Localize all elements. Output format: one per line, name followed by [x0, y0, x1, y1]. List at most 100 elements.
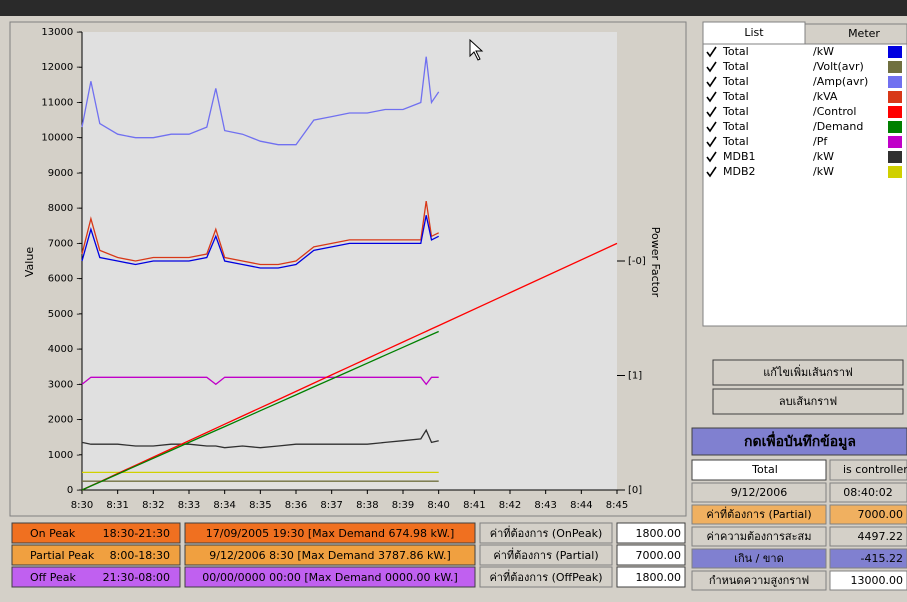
- delete-button[interactable]: [712, 388, 904, 415]
- y-tick-label: 0 -: [67, 485, 81, 496]
- x-tick-label: 8:30: [71, 500, 93, 511]
- target-value: 1800.00: [636, 527, 682, 540]
- tab-label: List: [744, 26, 764, 39]
- status-value-box: [829, 526, 907, 547]
- legend-swatch: [888, 76, 902, 88]
- legend-name: Total: [722, 75, 749, 88]
- status-value: 4497.22: [858, 530, 904, 543]
- target-label-box: [479, 566, 613, 588]
- tariff-period: 8:00-18:30: [110, 549, 170, 562]
- tariff-name-box: [11, 544, 181, 566]
- target-input[interactable]: [616, 544, 686, 566]
- y-tick-label: 10000 -: [41, 133, 80, 144]
- status-label: กำหนดความสูงกราฟ: [709, 574, 809, 587]
- button-label: ลบเส้นกราฟ: [779, 395, 837, 408]
- tariff-period: 21:30-08:00: [103, 571, 170, 584]
- x-tick-label: 8:39: [392, 500, 414, 511]
- tariff-name: Off Peak: [30, 571, 76, 584]
- status-value: 13000.00: [851, 574, 904, 587]
- x-tick-label: 8:31: [106, 500, 128, 511]
- y-tick-label: 3000 -: [48, 379, 81, 390]
- status-label-box: [691, 548, 827, 569]
- x-tick-label: 8:36: [285, 500, 307, 511]
- legend-channel: /kVA: [813, 90, 838, 103]
- legend-channel: /Volt(avr): [813, 60, 864, 73]
- tariff-name: Partial Peak: [30, 549, 95, 562]
- legend-name: Total: [722, 135, 749, 148]
- y-tick-label: 7000 -: [48, 238, 81, 249]
- legend-swatch: [888, 91, 902, 103]
- target-label: ค่าที่ต้องการ (OffPeak): [489, 569, 602, 584]
- legend: Total/kW Total/Volt(avr) Total/Amp(avr) Tot…: [706, 45, 902, 178]
- legend-channel: /Demand: [813, 120, 863, 133]
- y2-tick-label: [1]: [628, 371, 642, 382]
- status-value-box: [829, 548, 907, 569]
- tariff-period: 18:30-21:30: [103, 527, 170, 540]
- series-line: [81, 215, 439, 269]
- series-line: [81, 56, 440, 146]
- date: 9/12/2006: [731, 486, 787, 499]
- tab-label: Meter: [848, 27, 880, 40]
- x-tick-label: 8:45: [606, 500, 628, 511]
- status-value: -415.22: [861, 552, 903, 565]
- y-tick-label: 12000 -: [41, 62, 80, 73]
- y-tick-label: 1000 -: [48, 450, 81, 461]
- y-tick-label: 5000 -: [48, 309, 81, 320]
- legend-swatch: [888, 121, 902, 133]
- x-tick-label: 8:34: [213, 500, 235, 511]
- chart: 0 - 1000 - 2000 - 3000 - 4000 - 5000 - 6000 - 7…: [41, 27, 645, 511]
- series-list: [702, 43, 907, 327]
- y2-tick-label: [-0]: [628, 256, 646, 267]
- legend-channel: /Pf: [813, 135, 828, 148]
- check-mark: [706, 61, 717, 73]
- x-tick-label: 8:35: [249, 500, 271, 511]
- target-value: 1800.00: [636, 571, 682, 584]
- legend-name: Total: [722, 90, 749, 103]
- status-label-box: [691, 504, 827, 525]
- selector[interactable]: [691, 459, 827, 481]
- y-tick-label: 11000 -: [41, 97, 80, 108]
- target-input[interactable]: [616, 522, 686, 544]
- x-tick-label: 8:32: [142, 500, 164, 511]
- target-label: ค่าที่ต้องการ (Partial): [493, 547, 598, 562]
- legend-swatch: [888, 151, 902, 163]
- legend-name: MDB1: [723, 150, 756, 163]
- series-line: [81, 330, 439, 491]
- target-value: 7000.00: [636, 549, 682, 562]
- x-tick-label: 8:44: [570, 500, 592, 511]
- legend-name: Total: [722, 45, 749, 58]
- date-box: [691, 482, 827, 503]
- save-button[interactable]: [691, 427, 907, 456]
- time-box: [829, 482, 907, 503]
- edit-button[interactable]: [712, 359, 904, 386]
- button-label: แก้ไขเพิ่มเส้นกราฟ: [763, 364, 853, 379]
- x-tick-label: 8:41: [463, 500, 485, 511]
- target-label-box: [479, 544, 613, 566]
- check-mark: [706, 106, 717, 118]
- tariff-rows: On Peak 18:30-21:30 17/09/2005 19:30 [Max …: [11, 522, 686, 588]
- status-label-box: [691, 570, 827, 591]
- legend-channel: /kW: [813, 150, 834, 163]
- save-label: กดเพื่อบันทึกข้อมูล: [744, 431, 856, 450]
- y2-axis-label: Power Factor: [649, 227, 662, 298]
- y-tick-label: 8000 -: [48, 203, 81, 214]
- x-tick-label: 8:38: [356, 500, 378, 511]
- legend-channel: /Control: [813, 105, 856, 118]
- legend-swatch: [888, 136, 902, 148]
- check-mark: [706, 136, 717, 148]
- controller-label: is controller: [843, 463, 907, 476]
- x-tick-label: 8:40: [427, 500, 449, 511]
- legend-swatch: [888, 106, 902, 118]
- mouse-cursor: [469, 38, 484, 61]
- max-demand: 00/00/0000 00:00 [Max Demand 0000.00 kW.…: [202, 571, 458, 584]
- target-input[interactable]: [616, 566, 686, 588]
- x-tick-label: 8:43: [534, 500, 556, 511]
- status-label: ค่าที่ต้องการ (Partial): [706, 506, 811, 521]
- status-label-box: [691, 526, 827, 547]
- y-tick-label: 2000 -: [48, 415, 81, 426]
- selector-value: Total: [751, 463, 778, 476]
- y2-tick-label: [0]: [628, 485, 642, 496]
- tariff-name-box: [11, 566, 181, 588]
